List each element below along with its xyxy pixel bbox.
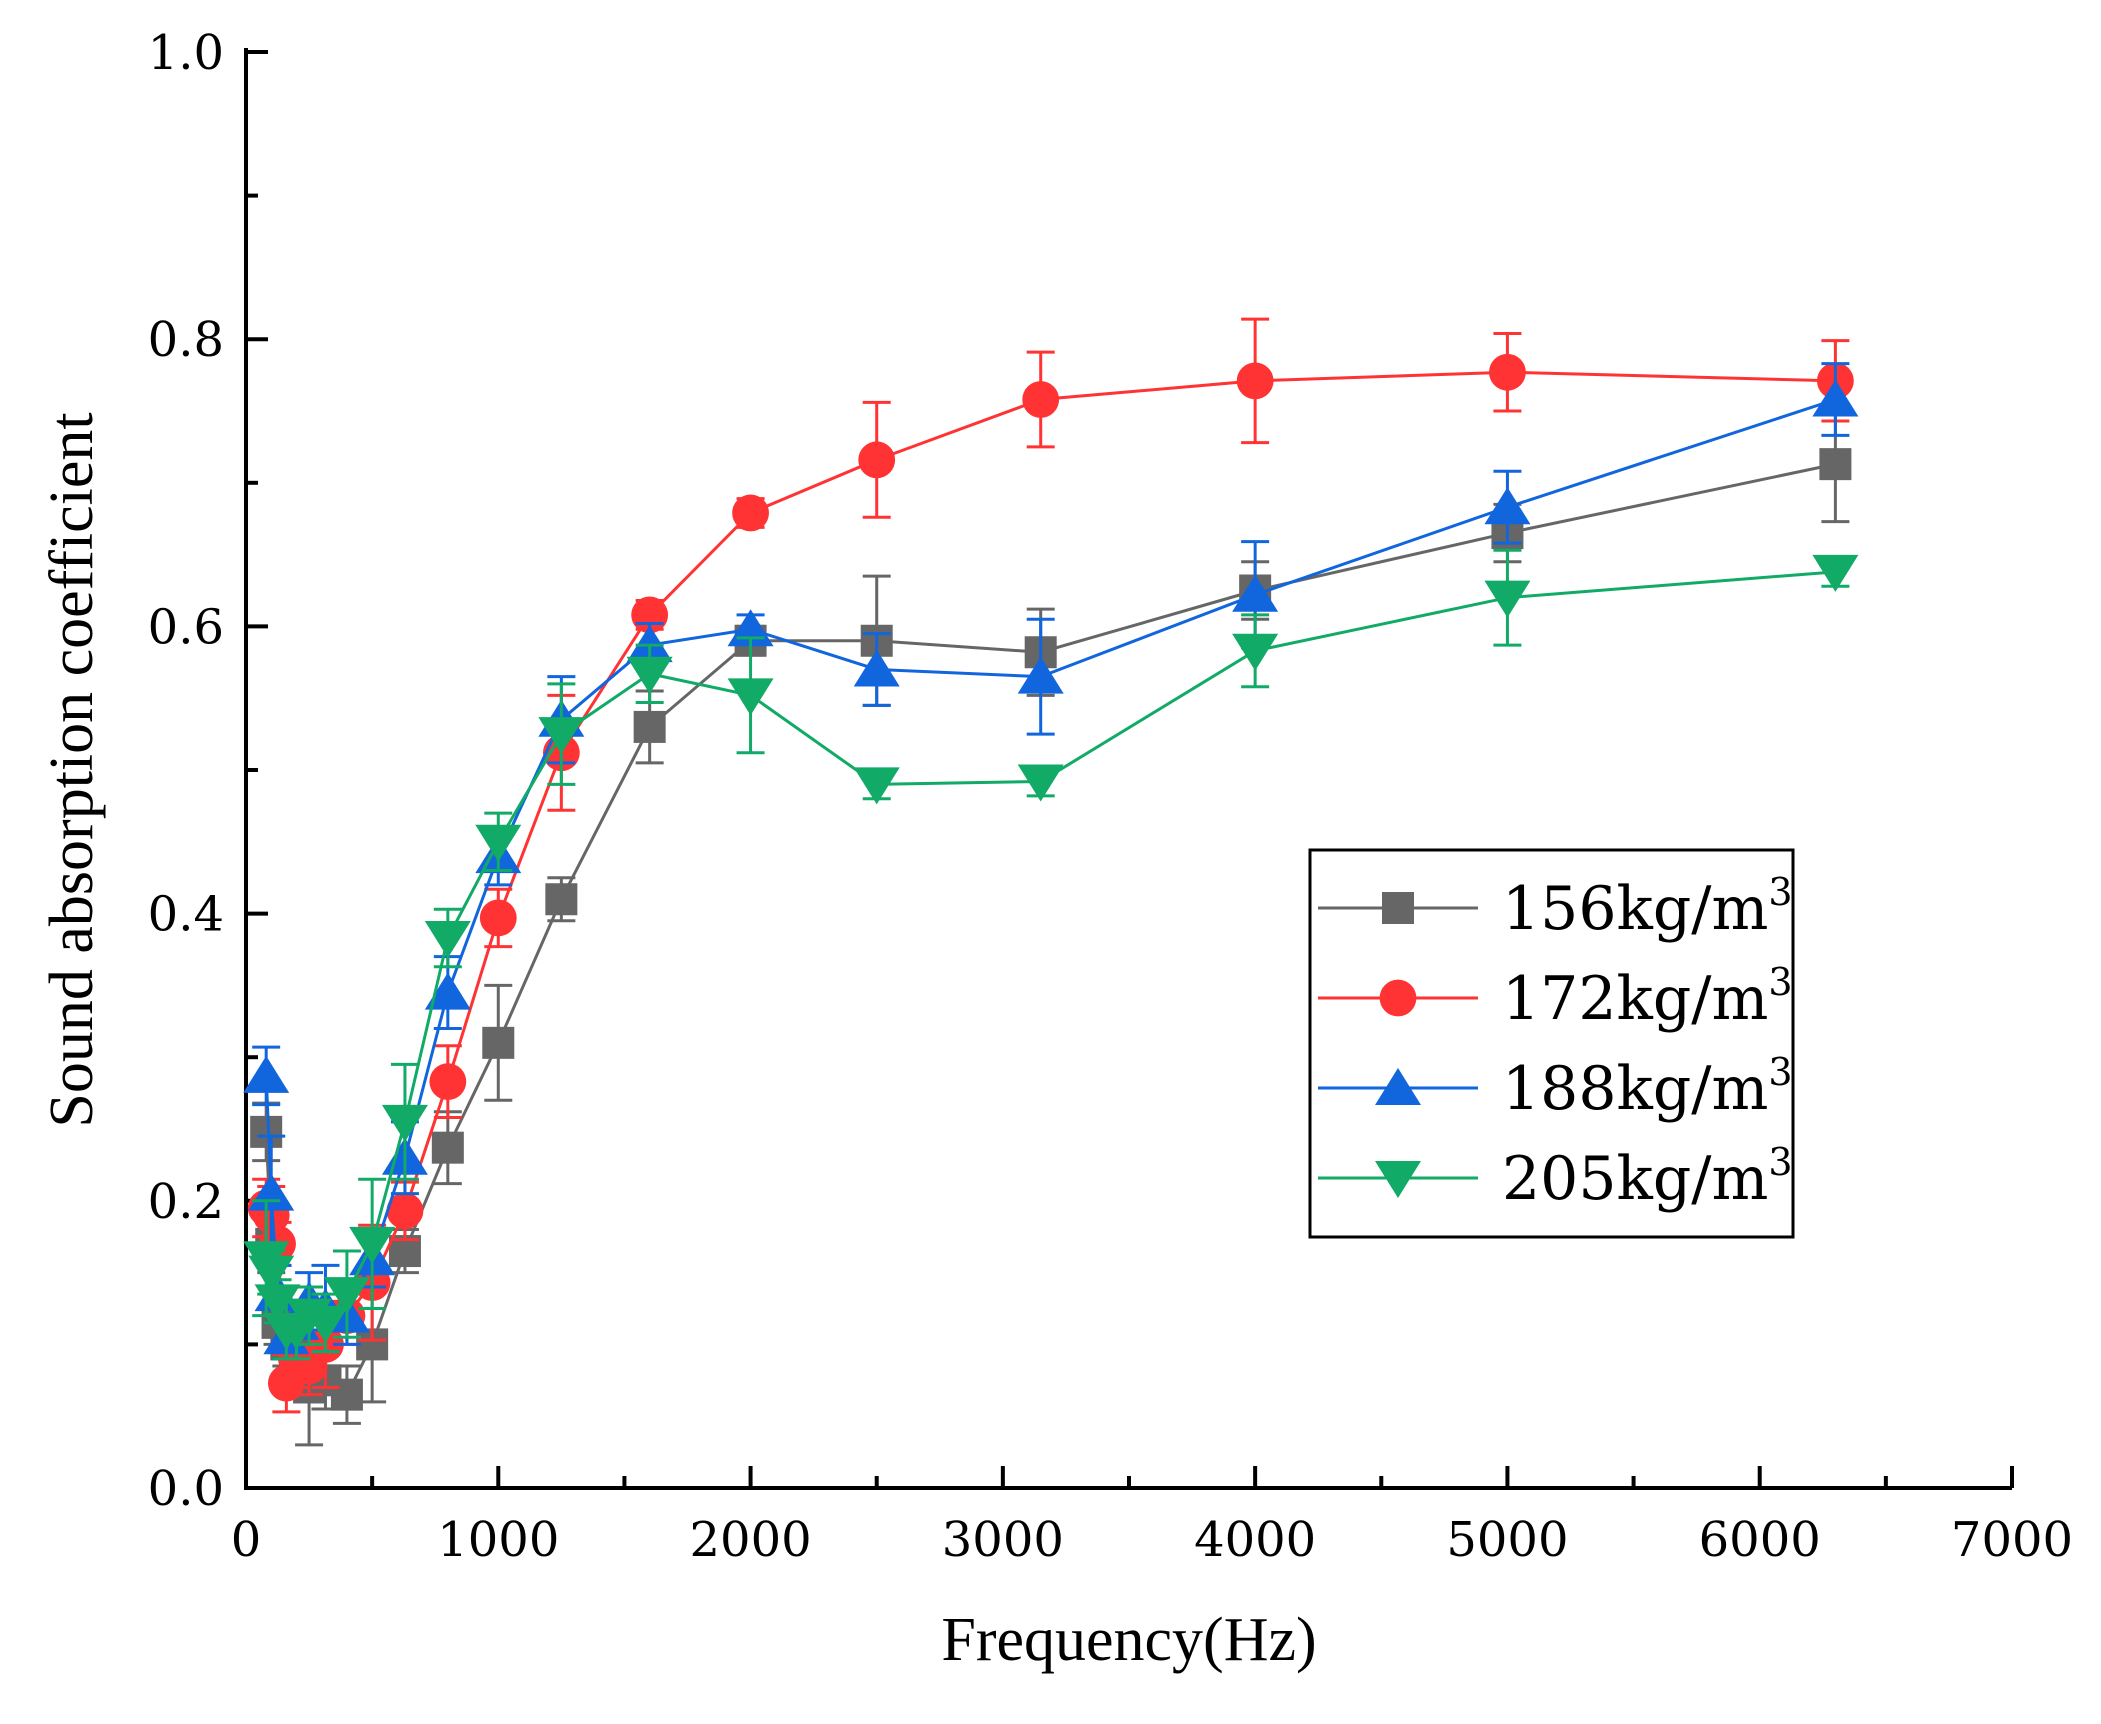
data-point bbox=[858, 441, 896, 479]
legend-entry: 156kg/m3 bbox=[1318, 870, 1793, 944]
x-tick-label: 5000 bbox=[1446, 1512, 1568, 1568]
data-point bbox=[1484, 580, 1531, 618]
legend: 156kg/m3 172kg/m3 188kg/m3 205kg/m3 bbox=[1308, 848, 1795, 1239]
legend-label: 172kg/m3 bbox=[1502, 960, 1793, 1034]
data-point bbox=[1232, 574, 1279, 612]
legend-label-superscript: 3 bbox=[1768, 960, 1792, 1004]
x-tick-label: 4000 bbox=[1194, 1512, 1316, 1568]
data-point bbox=[475, 824, 522, 862]
x-tick-label: 0 bbox=[231, 1512, 262, 1568]
data-point bbox=[479, 899, 517, 937]
data-point bbox=[254, 1284, 301, 1322]
y-tick-label: 0.4 bbox=[148, 887, 224, 943]
y-tick-label: 0.6 bbox=[148, 599, 224, 655]
data-point bbox=[330, 1378, 363, 1411]
data-point bbox=[853, 767, 900, 805]
legend-label: 156kg/m3 bbox=[1502, 870, 1793, 944]
data-point bbox=[1489, 353, 1526, 391]
series-4 bbox=[243, 548, 1859, 1361]
data-point bbox=[1232, 633, 1279, 671]
y-tick-label: 0.8 bbox=[148, 312, 224, 368]
data-point bbox=[424, 921, 471, 959]
legend-label-superscript: 3 bbox=[1768, 870, 1792, 914]
y-tick-label: 1.0 bbox=[148, 25, 224, 81]
legend-entry: 172kg/m3 bbox=[1318, 960, 1793, 1034]
data-point bbox=[323, 1277, 370, 1315]
data-point bbox=[545, 883, 578, 916]
data-point bbox=[1017, 656, 1064, 694]
data-point bbox=[243, 1055, 290, 1093]
data-point bbox=[1236, 362, 1274, 400]
data-point bbox=[626, 656, 673, 694]
data-point bbox=[1022, 381, 1060, 418]
x-tick-label: 7000 bbox=[1951, 1512, 2073, 1568]
legend-marker bbox=[1382, 892, 1414, 924]
data-point bbox=[431, 1131, 464, 1164]
y-tick-label: 0.0 bbox=[148, 1461, 224, 1517]
data-point bbox=[250, 1115, 283, 1148]
data-point bbox=[1812, 379, 1859, 417]
x-tick-label: 2000 bbox=[689, 1512, 811, 1568]
legend-label: 205kg/m3 bbox=[1502, 1140, 1793, 1214]
data-point bbox=[633, 710, 666, 743]
data-point bbox=[1017, 764, 1064, 802]
data-point bbox=[727, 678, 774, 716]
data-point bbox=[482, 1026, 515, 1059]
data-point bbox=[853, 649, 900, 687]
data-point bbox=[386, 1192, 424, 1230]
data-point bbox=[424, 972, 471, 1010]
y-axis-title: Sound absorption coefficient bbox=[38, 412, 106, 1127]
x-axis-title: Frequency(Hz) bbox=[941, 1606, 1316, 1674]
data-point bbox=[538, 717, 585, 755]
data-point bbox=[1484, 487, 1531, 525]
axes: 0 1000 2000 3000 4000 5000 6000 7000 0.0 0.2 0.4 0.… bbox=[148, 25, 2073, 1568]
legend-label-superscript: 3 bbox=[1768, 1050, 1792, 1094]
x-tick-label: 1000 bbox=[437, 1512, 559, 1568]
y-tick-label: 0.2 bbox=[148, 1174, 224, 1230]
series-layer bbox=[243, 317, 1859, 1447]
data-point bbox=[1812, 554, 1859, 592]
legend-marker bbox=[1379, 979, 1417, 1017]
data-point bbox=[248, 1255, 295, 1293]
legend-entry: 188kg/m3 bbox=[1318, 1050, 1793, 1124]
data-point bbox=[1819, 448, 1852, 481]
x-tick-label: 6000 bbox=[1699, 1512, 1821, 1568]
data-point bbox=[349, 1226, 396, 1264]
legend-entry: 205kg/m3 bbox=[1318, 1140, 1793, 1214]
x-tick-label: 3000 bbox=[942, 1512, 1064, 1568]
data-point bbox=[732, 494, 769, 532]
data-point bbox=[302, 1305, 349, 1343]
legend-marker bbox=[1375, 1161, 1421, 1198]
data-point bbox=[429, 1063, 467, 1101]
legend-marker bbox=[1375, 1068, 1421, 1105]
legend-label-superscript: 3 bbox=[1768, 1140, 1792, 1184]
data-point bbox=[381, 1104, 428, 1142]
legend-label: 188kg/m3 bbox=[1502, 1050, 1793, 1124]
